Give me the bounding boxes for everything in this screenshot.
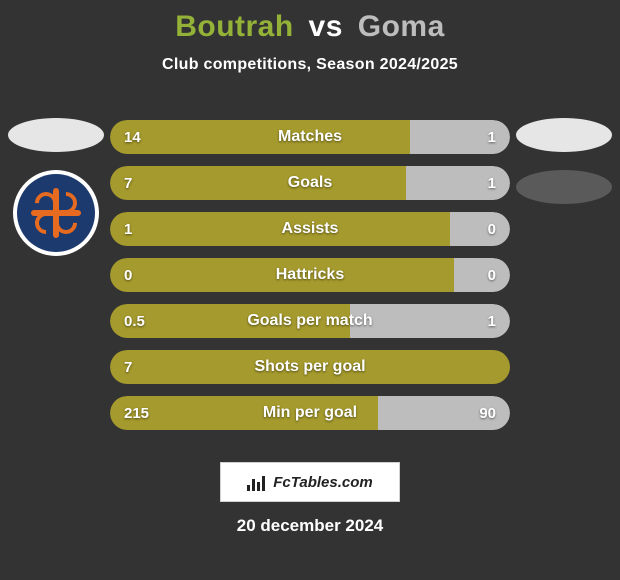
- brand-badge: FcTables.com: [220, 462, 400, 502]
- stat-bar-right: [406, 166, 510, 200]
- left-club-badge-inner: [17, 174, 95, 252]
- subtitle: Club competitions, Season 2024/2025: [0, 56, 620, 74]
- title: Boutrah vs Goma: [0, 0, 620, 44]
- stat-row: Min per goal21590: [110, 396, 510, 430]
- stat-rows: Matches141 Goals71 Assists10 Hattricks00 Goa…: [110, 120, 510, 430]
- stat-bar-right: [410, 120, 510, 154]
- stat-bar-left: [110, 166, 406, 200]
- stat-bar-right: [378, 396, 510, 430]
- right-club-column: [516, 118, 612, 222]
- stat-bar-left: [110, 396, 378, 430]
- stat-row: Assists10: [110, 212, 510, 246]
- comparison-infographic: Boutrah vs Goma Club competitions, Seaso…: [0, 0, 620, 580]
- stat-row: Goals71: [110, 166, 510, 200]
- title-player2: Goma: [358, 10, 445, 43]
- stat-bar-right: [450, 212, 510, 246]
- stat-row: Goals per match0.51: [110, 304, 510, 338]
- left-club-column: [8, 118, 104, 256]
- stat-row: Hattricks00: [110, 258, 510, 292]
- brand-text: FcTables.com: [273, 474, 372, 491]
- stat-bar-left: [110, 304, 350, 338]
- stat-bar-left: [110, 350, 510, 384]
- title-vs: vs: [309, 10, 343, 43]
- bar-chart-icon: [247, 473, 267, 491]
- stat-bar-left: [110, 258, 454, 292]
- right-club-ellipse-2: [516, 170, 612, 204]
- stat-bar-left: [110, 212, 450, 246]
- stat-bar-right: [454, 258, 510, 292]
- stat-row: Matches141: [110, 120, 510, 154]
- stat-row: Shots per goal7: [110, 350, 510, 384]
- left-club-badge: [13, 170, 99, 256]
- title-player1: Boutrah: [175, 10, 294, 43]
- axe-icon: [29, 186, 83, 240]
- date-text: 20 december 2024: [0, 516, 620, 536]
- stat-bar-left: [110, 120, 410, 154]
- stat-bar-right: [350, 304, 510, 338]
- right-club-ellipse-1: [516, 118, 612, 152]
- left-club-ellipse: [8, 118, 104, 152]
